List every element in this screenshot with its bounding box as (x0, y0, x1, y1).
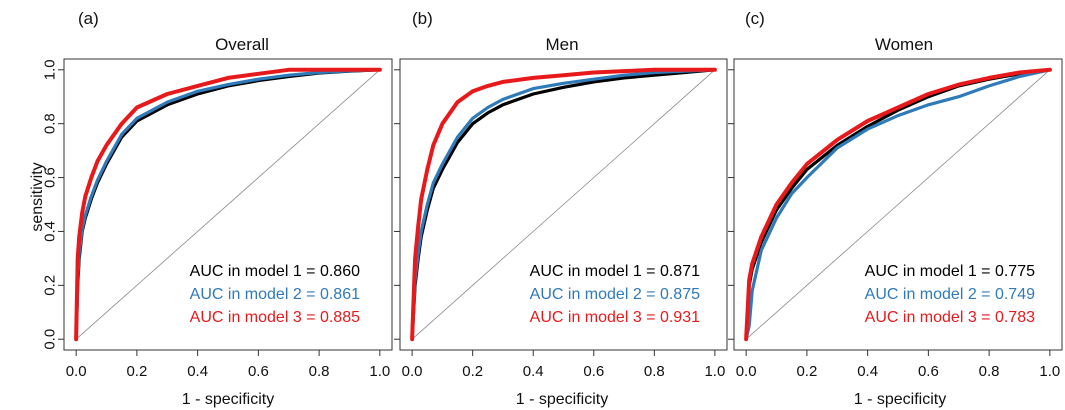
roc-curve-2 (410, 68, 717, 341)
plot-frame (399, 58, 728, 351)
plot-area: 0.0 0.2 0.4 0.6 0.8 1.0 AUC in model 1 = 0.775… (728, 58, 1063, 380)
x-tick-label: 0.4 (857, 363, 878, 380)
auc-label: AUC in model 2 = 0.875 (530, 286, 700, 303)
x-tick-label: 1.0 (369, 363, 390, 380)
auc-label: AUC in model 1 = 0.775 (865, 263, 1035, 280)
auc-label: AUC in model 3 = 0.783 (865, 309, 1035, 326)
x-tick-label: 0.4 (523, 363, 544, 380)
plot-frame (733, 58, 1063, 351)
plot-frame (63, 58, 393, 351)
y-tick-label: 0.8 (42, 113, 59, 134)
x-tick-label: 0.2 (462, 363, 483, 380)
y-tick-label: 0.2 (42, 275, 59, 296)
x-tick-label: 1.0 (1039, 363, 1060, 380)
auc-label: AUC in model 3 = 0.885 (190, 309, 360, 326)
x-tick-label: 0.8 (644, 363, 665, 380)
x-tick-label: 0.2 (126, 363, 147, 380)
roc-curve-3 (744, 67, 1052, 342)
x-tick-label: 0.0 (736, 363, 757, 380)
auc-label: AUC in model 1 = 0.871 (530, 263, 700, 280)
x-tick-label: 0.6 (918, 363, 939, 380)
x-axis-label: 1 - specificity (182, 391, 274, 408)
y-tick-label: 0.0 (42, 329, 59, 350)
auc-label: AUC in model 3 = 0.931 (530, 309, 700, 326)
roc-curve-2 (744, 68, 1052, 341)
reference-diagonal (75, 69, 381, 340)
panel-title: Women (875, 35, 933, 54)
y-tick-label: 1.0 (42, 59, 59, 80)
x-tick-label: 0.8 (979, 363, 1000, 380)
x-tick-label: 0.0 (66, 363, 87, 380)
panel-title: Men (545, 35, 578, 54)
auc-label: AUC in model 1 = 0.860 (190, 263, 360, 280)
x-tick-label: 0.6 (583, 363, 604, 380)
x-tick-label: 0.0 (402, 363, 423, 380)
reference-diagonal (411, 69, 716, 340)
panel-overall: (a) Overall 1 - specificity 0.0 0.2 0.4 0.6… (42, 9, 393, 408)
roc-curve-3 (74, 67, 382, 342)
plot-area: 0.0 0.2 0.4 0.6 0.8 1.0 0.0 0.2 0.4 0.6 0.8 1.0 AUC … (42, 58, 393, 380)
panel-men: (b) Men 1 - specificity 0.0 0.2 0.4 0.6 0.8 1… (394, 9, 728, 408)
y-tick-label: 0.4 (42, 221, 59, 242)
plot-area: 0.0 0.2 0.4 0.6 0.8 1.0 AUC in model 1 = 0.871… (394, 58, 728, 380)
y-axis-label: sensitivity (29, 162, 46, 231)
auc-label: AUC in model 2 = 0.861 (190, 286, 360, 303)
y-tick-label: 0.6 (42, 167, 59, 188)
x-axis-label: 1 - specificity (516, 391, 608, 408)
panel-label: (a) (78, 9, 99, 28)
roc-curve-3 (410, 67, 717, 342)
panel-label: (b) (412, 9, 433, 28)
x-tick-label: 0.6 (248, 363, 269, 380)
x-tick-label: 1.0 (704, 363, 725, 380)
x-tick-label: 0.4 (187, 363, 208, 380)
x-tick-label: 0.2 (796, 363, 817, 380)
panel-title: Overall (215, 35, 269, 54)
auc-label: AUC in model 2 = 0.749 (865, 286, 1035, 303)
reference-diagonal (745, 69, 1051, 340)
panel-women: (c) Women 1 - specificity 0.0 0.2 0.4 0.6 0.… (728, 9, 1063, 408)
x-tick-label: 0.8 (309, 363, 330, 380)
x-axis-label: 1 - specificity (854, 391, 946, 408)
panel-label: (c) (745, 9, 765, 28)
